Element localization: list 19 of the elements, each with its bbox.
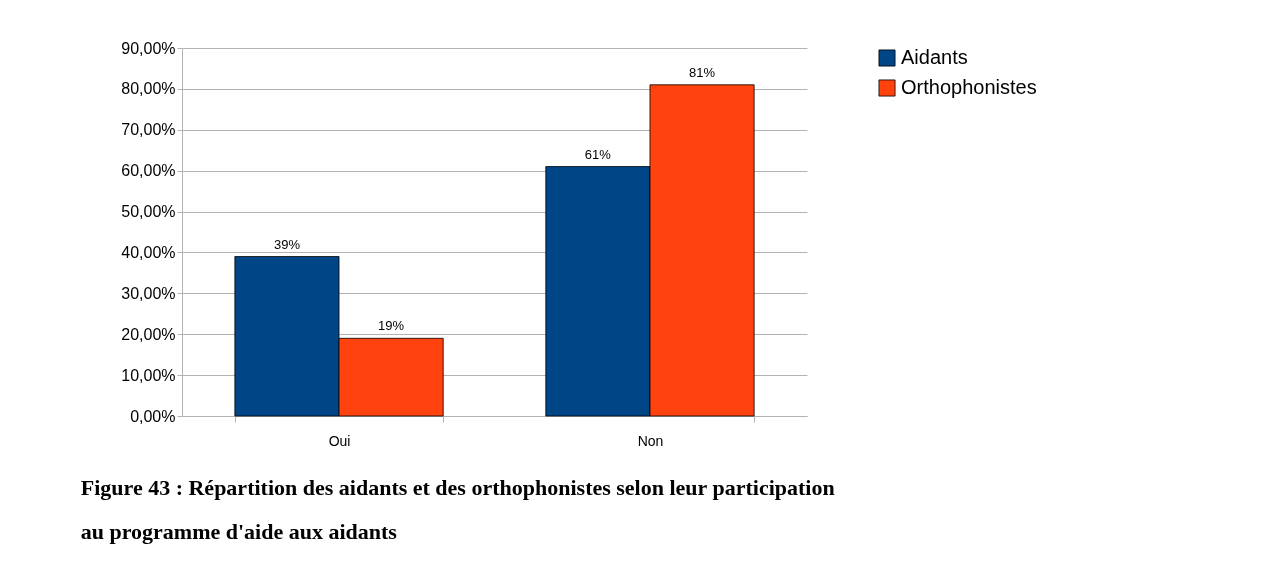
y-tick-label: 30,00% (121, 284, 176, 302)
y-tick-label: 20,00% (121, 325, 176, 343)
data-label: 19% (378, 318, 405, 334)
x-tick-label: Oui (328, 432, 351, 449)
y-tick-label: 60,00% (121, 162, 176, 180)
legend-label: Aidants (901, 46, 968, 68)
legend-label: Orthophonistes (901, 76, 1037, 98)
y-tick-label: 50,00% (121, 203, 176, 221)
y-tick-label: 40,00% (121, 243, 176, 261)
x-tick-label: Non (637, 432, 664, 449)
data-label: 81% (689, 64, 716, 80)
text: Figure 43 : Répartition des aidants et des orthophonistes selon leur participation au programme d'aide aux aidants (80, 475, 835, 544)
y-tick-label: 90,00% (121, 39, 176, 57)
data-label: 61% (584, 146, 612, 162)
y-tick-label: 70,00% (121, 121, 176, 139)
data-label: 39% (273, 236, 301, 252)
y-tick-label: 80,00% (121, 80, 176, 98)
y-tick-label: 0,00% (130, 407, 176, 425)
y-tick-label: 10,00% (121, 366, 176, 384)
